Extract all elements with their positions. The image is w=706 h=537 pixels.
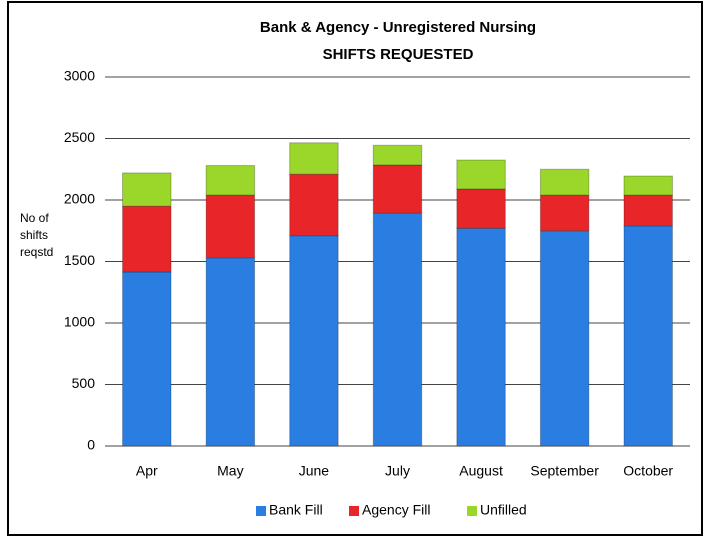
x-tick-label: July xyxy=(385,463,410,479)
bar-segment xyxy=(205,257,256,447)
bar-segment xyxy=(205,194,256,259)
bar-segment xyxy=(205,165,256,196)
bar-segment xyxy=(372,164,423,214)
legend-label: Agency Fill xyxy=(362,502,430,518)
bar-segment xyxy=(539,194,590,232)
y-tick-label: 0 xyxy=(87,437,95,453)
y-tick-label: 2000 xyxy=(64,191,95,207)
bar-segment xyxy=(289,142,339,175)
bar-segment xyxy=(122,172,172,207)
chart-border xyxy=(7,1,703,536)
bar-segment xyxy=(456,188,506,229)
bar-segment xyxy=(289,173,339,237)
bar-segment xyxy=(623,225,673,447)
bar-segment xyxy=(289,235,339,447)
legend-label: Unfilled xyxy=(480,502,527,518)
x-tick-label: September xyxy=(530,463,599,479)
bar-segment xyxy=(539,230,590,447)
x-tick-label: June xyxy=(299,463,330,479)
bar-segment xyxy=(122,205,172,273)
legend-label: Bank Fill xyxy=(269,502,323,518)
x-tick-label: May xyxy=(217,463,243,479)
y-tick-label: 1500 xyxy=(64,252,95,268)
legend-swatch xyxy=(349,506,359,516)
x-tick-label: August xyxy=(459,463,503,479)
y-tick-label: 2500 xyxy=(64,129,95,145)
bar-segment xyxy=(456,227,506,447)
y-tick-label: 500 xyxy=(72,375,96,391)
y-tick-label: 1000 xyxy=(64,314,95,330)
bar-segment xyxy=(456,159,506,190)
y-axis-label: No of shifts reqstd xyxy=(20,211,54,259)
chart-subtitle: SHIFTS REQUESTED xyxy=(323,46,474,63)
bar-segment xyxy=(372,212,423,447)
bar-segment xyxy=(122,271,172,447)
x-tick-label: October xyxy=(623,463,673,479)
chart-title: Bank & Agency - Unregistered Nursing xyxy=(260,19,536,36)
y-tick-label: 3000 xyxy=(64,68,95,84)
x-tick-label: Apr xyxy=(136,463,158,479)
bar-segment xyxy=(539,168,590,196)
bar-segment xyxy=(623,194,673,227)
legend-swatch xyxy=(256,506,266,516)
bar-segment xyxy=(372,144,423,166)
legend-swatch xyxy=(467,506,477,516)
bar-segment xyxy=(623,175,673,196)
